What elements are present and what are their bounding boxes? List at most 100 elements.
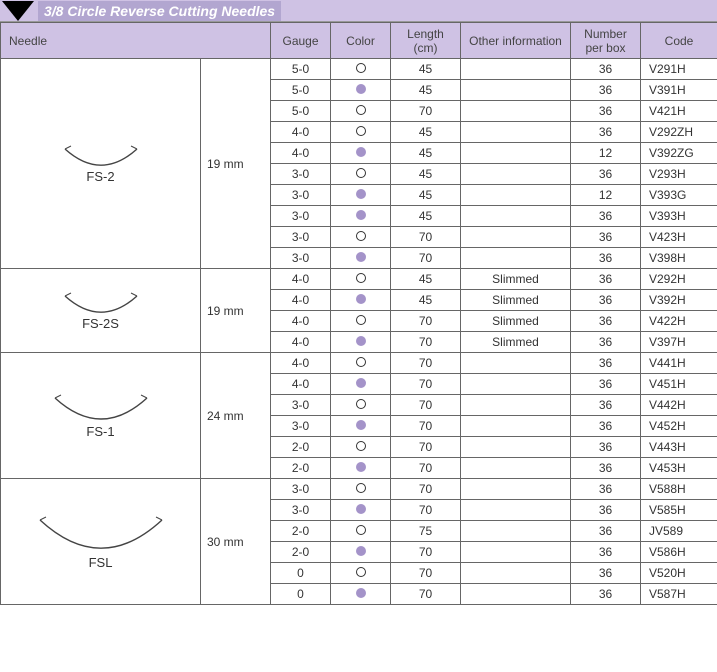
- needle-size: 19 mm: [201, 59, 271, 269]
- needle-cell: FS-2: [1, 59, 201, 269]
- cell-length: 70: [391, 248, 461, 269]
- cell-code: V586H: [641, 542, 717, 563]
- open-circle-icon: [356, 273, 366, 283]
- cell-length: 70: [391, 563, 461, 584]
- cell-other: [461, 101, 571, 122]
- cell-other: [461, 542, 571, 563]
- cell-code: V397H: [641, 332, 717, 353]
- cell-num: 36: [571, 458, 641, 479]
- cell-code: V393H: [641, 206, 717, 227]
- cell-num: 36: [571, 563, 641, 584]
- cell-color: [331, 269, 391, 290]
- cell-other: [461, 164, 571, 185]
- cell-length: 70: [391, 437, 461, 458]
- cell-color: [331, 80, 391, 101]
- open-circle-icon: [356, 63, 366, 73]
- cell-num: 36: [571, 395, 641, 416]
- cell-color: [331, 416, 391, 437]
- cell-length: 45: [391, 185, 461, 206]
- cell-gauge: 4-0: [271, 311, 331, 332]
- cell-gauge: 0: [271, 584, 331, 605]
- table-row: FS-2S19 mm4-045Slimmed36V292H: [1, 269, 717, 290]
- open-circle-icon: [356, 525, 366, 535]
- cell-num: 12: [571, 143, 641, 164]
- cell-length: 70: [391, 332, 461, 353]
- cell-color: [331, 521, 391, 542]
- cell-other: [461, 500, 571, 521]
- needle-label: FSL: [5, 555, 196, 570]
- open-circle-icon: [356, 567, 366, 577]
- cell-gauge: 3-0: [271, 395, 331, 416]
- open-circle-icon: [356, 105, 366, 115]
- col-other: Other information: [461, 23, 571, 59]
- filled-circle-icon: [356, 147, 366, 157]
- cell-code: V422H: [641, 311, 717, 332]
- needle-label: FS-2: [5, 169, 196, 184]
- open-circle-icon: [356, 315, 366, 325]
- cell-length: 45: [391, 59, 461, 80]
- cell-num: 36: [571, 59, 641, 80]
- needle-size: 19 mm: [201, 269, 271, 353]
- filled-circle-icon: [356, 84, 366, 94]
- cell-gauge: 4-0: [271, 353, 331, 374]
- open-circle-icon: [356, 231, 366, 241]
- cell-length: 70: [391, 479, 461, 500]
- cell-gauge: 5-0: [271, 101, 331, 122]
- cell-gauge: 3-0: [271, 206, 331, 227]
- cell-other: [461, 395, 571, 416]
- cell-gauge: 4-0: [271, 143, 331, 164]
- cell-length: 70: [391, 458, 461, 479]
- cell-length: 70: [391, 416, 461, 437]
- cell-gauge: 2-0: [271, 542, 331, 563]
- cell-color: [331, 101, 391, 122]
- cell-gauge: 2-0: [271, 458, 331, 479]
- needle-size: 24 mm: [201, 353, 271, 479]
- cell-code: V451H: [641, 374, 717, 395]
- open-circle-icon: [356, 441, 366, 451]
- filled-circle-icon: [356, 504, 366, 514]
- cell-num: 36: [571, 521, 641, 542]
- cell-gauge: 3-0: [271, 248, 331, 269]
- cell-num: 36: [571, 437, 641, 458]
- cell-gauge: 5-0: [271, 59, 331, 80]
- cell-code: V585H: [641, 500, 717, 521]
- cell-color: [331, 122, 391, 143]
- cell-num: 36: [571, 416, 641, 437]
- cell-num: 36: [571, 248, 641, 269]
- cell-other: [461, 374, 571, 395]
- open-circle-icon: [356, 357, 366, 367]
- cell-other: [461, 80, 571, 101]
- filled-circle-icon: [356, 336, 366, 346]
- page-title: 3/8 Circle Reverse Cutting Needles: [38, 1, 281, 21]
- filled-circle-icon: [356, 588, 366, 598]
- cell-color: [331, 458, 391, 479]
- title-bar: 3/8 Circle Reverse Cutting Needles: [0, 0, 717, 22]
- cell-code: JV589: [641, 521, 717, 542]
- cell-other: Slimmed: [461, 332, 571, 353]
- cell-length: 45: [391, 143, 461, 164]
- cell-color: [331, 563, 391, 584]
- cell-num: 36: [571, 227, 641, 248]
- open-circle-icon: [356, 399, 366, 409]
- cell-gauge: 4-0: [271, 290, 331, 311]
- cell-code: V293H: [641, 164, 717, 185]
- open-circle-icon: [356, 126, 366, 136]
- cell-length: 70: [391, 500, 461, 521]
- col-gauge: Gauge: [271, 23, 331, 59]
- cell-code: V452H: [641, 416, 717, 437]
- cell-other: [461, 122, 571, 143]
- cell-color: [331, 542, 391, 563]
- cell-other: Slimmed: [461, 269, 571, 290]
- cell-other: [461, 185, 571, 206]
- cell-gauge: 4-0: [271, 374, 331, 395]
- cell-num: 36: [571, 542, 641, 563]
- needle-cell: FS-2S: [1, 269, 201, 353]
- cell-gauge: 0: [271, 563, 331, 584]
- cell-num: 36: [571, 122, 641, 143]
- table-row: FS-124 mm4-07036V441H: [1, 353, 717, 374]
- cell-gauge: 3-0: [271, 185, 331, 206]
- cell-other: [461, 59, 571, 80]
- cell-code: V291H: [641, 59, 717, 80]
- cell-color: [331, 227, 391, 248]
- cell-num: 36: [571, 500, 641, 521]
